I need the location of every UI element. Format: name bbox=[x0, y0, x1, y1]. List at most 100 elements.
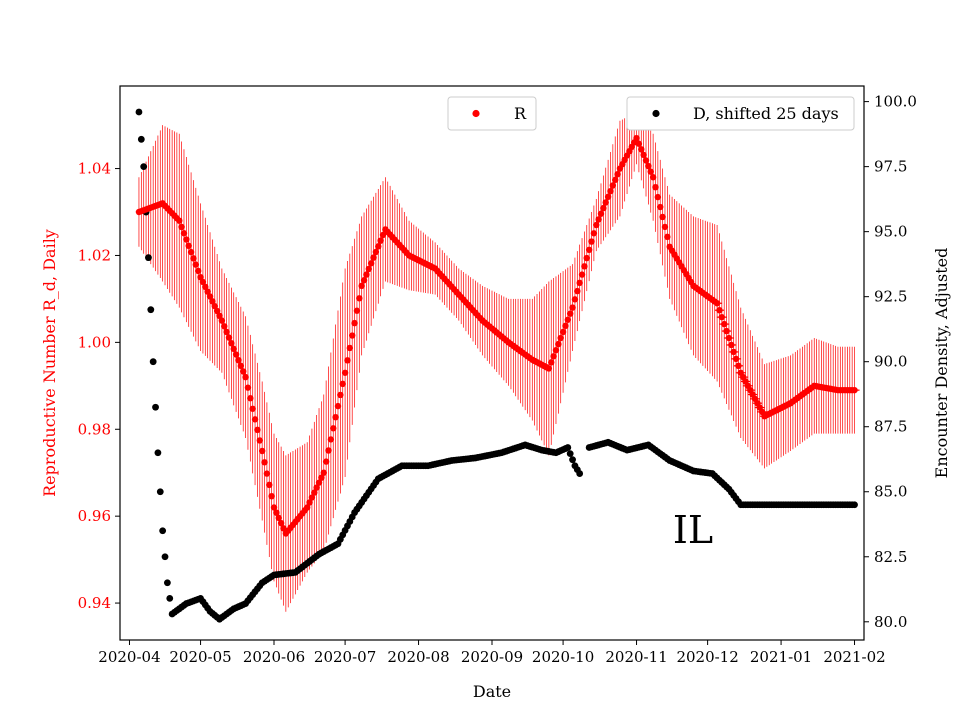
x-tick-label: 2021-01 bbox=[750, 648, 812, 666]
r-point bbox=[339, 380, 346, 388]
r-point bbox=[581, 263, 588, 270]
r-point bbox=[635, 140, 643, 147]
r-point bbox=[194, 267, 202, 275]
r-point bbox=[261, 459, 268, 466]
r-point bbox=[372, 248, 380, 256]
d-point bbox=[135, 108, 143, 116]
r-point bbox=[585, 246, 593, 254]
legend-d: D, shifted 25 days bbox=[626, 96, 855, 131]
r-point bbox=[337, 391, 344, 399]
r-point bbox=[334, 402, 342, 410]
r-point bbox=[652, 183, 659, 191]
x-tick-label: 2020-12 bbox=[676, 648, 738, 666]
r-point bbox=[303, 504, 311, 511]
y-right-tick-label: 95.0 bbox=[874, 223, 907, 241]
r-point bbox=[332, 413, 339, 421]
y-right-tick-label: 97.5 bbox=[874, 158, 907, 176]
r-point bbox=[566, 310, 574, 317]
r-point bbox=[735, 362, 742, 370]
y-right-tick-label: 85.0 bbox=[874, 483, 907, 501]
r-point bbox=[218, 317, 226, 324]
r-point bbox=[251, 416, 259, 423]
r-point bbox=[664, 233, 671, 241]
r-point bbox=[306, 499, 313, 506]
r-point bbox=[223, 328, 230, 336]
legend-r-label: R bbox=[514, 104, 527, 123]
r-point bbox=[571, 296, 579, 303]
y-right-axis-label: Encounter Density, Adjusted bbox=[932, 248, 951, 479]
d-point bbox=[152, 403, 159, 411]
y-left-tick-label: 0.94 bbox=[78, 594, 111, 612]
x-tick-label: 2020-04 bbox=[98, 648, 160, 666]
r-point bbox=[633, 134, 640, 142]
d-series-points bbox=[135, 108, 858, 623]
r-point bbox=[732, 355, 740, 363]
r-point bbox=[597, 210, 605, 217]
r-point bbox=[213, 307, 221, 315]
d-point bbox=[569, 456, 576, 464]
r-point bbox=[228, 340, 235, 347]
r-point bbox=[604, 193, 612, 200]
d-point bbox=[576, 470, 584, 477]
r-point bbox=[178, 223, 185, 231]
r-point bbox=[204, 288, 211, 295]
r-point bbox=[661, 223, 669, 231]
legend-r-box bbox=[447, 96, 537, 131]
r-point bbox=[270, 504, 278, 511]
r-point bbox=[275, 514, 282, 522]
r-point bbox=[192, 261, 200, 268]
r-point bbox=[320, 469, 327, 476]
r-point bbox=[642, 157, 650, 164]
r-point bbox=[235, 356, 242, 364]
r-point bbox=[209, 298, 216, 305]
y-right-tick-label: 87.5 bbox=[874, 418, 907, 436]
y-right-tick-label: 100.0 bbox=[874, 93, 917, 111]
r-point bbox=[367, 260, 375, 267]
r-point bbox=[728, 341, 735, 349]
r-point bbox=[190, 255, 197, 262]
r-point bbox=[569, 304, 576, 311]
r-point bbox=[593, 221, 600, 229]
r-point bbox=[583, 254, 590, 262]
r-point bbox=[360, 277, 368, 284]
y-right-axis-ticks: 80.0 82.5 85.0 87.5 90.0 92.5 95.0 97.5 100.0 bbox=[864, 93, 917, 631]
r-point bbox=[654, 193, 662, 201]
r-point bbox=[311, 489, 318, 496]
r-point bbox=[363, 271, 370, 278]
r-point bbox=[645, 162, 652, 170]
r-point bbox=[578, 271, 586, 278]
r-point bbox=[266, 481, 273, 489]
r-point bbox=[659, 213, 666, 221]
r-point bbox=[548, 359, 555, 366]
r-point bbox=[721, 320, 728, 328]
r-point bbox=[557, 334, 564, 342]
d-point bbox=[147, 306, 155, 314]
r-point bbox=[730, 348, 737, 356]
x-axis-label: Date bbox=[473, 682, 511, 701]
state-annotation: IL bbox=[673, 508, 713, 552]
r-point bbox=[280, 525, 287, 532]
legend-r-marker bbox=[472, 109, 480, 118]
d-point bbox=[156, 488, 164, 496]
d-point bbox=[159, 527, 167, 535]
r-point bbox=[249, 405, 256, 412]
r-point bbox=[358, 282, 365, 290]
r-point bbox=[268, 492, 275, 500]
r-point bbox=[649, 174, 657, 181]
r-point bbox=[574, 287, 581, 295]
r-point bbox=[713, 300, 721, 307]
r-point bbox=[180, 230, 188, 237]
y-left-tick-label: 0.96 bbox=[78, 507, 111, 525]
d-point bbox=[137, 135, 145, 143]
x-tick-label: 2020-05 bbox=[169, 648, 231, 666]
r-point bbox=[199, 278, 207, 286]
y-right-tick-label: 90.0 bbox=[874, 353, 907, 371]
r-point bbox=[555, 340, 562, 348]
legend-d-marker bbox=[652, 109, 660, 118]
r-point bbox=[327, 436, 335, 443]
d-point bbox=[154, 449, 162, 457]
y-right-tick-label: 80.0 bbox=[874, 613, 907, 631]
y-left-tick-label: 0.98 bbox=[78, 420, 111, 438]
r-point bbox=[375, 243, 382, 250]
r-point bbox=[349, 332, 356, 339]
